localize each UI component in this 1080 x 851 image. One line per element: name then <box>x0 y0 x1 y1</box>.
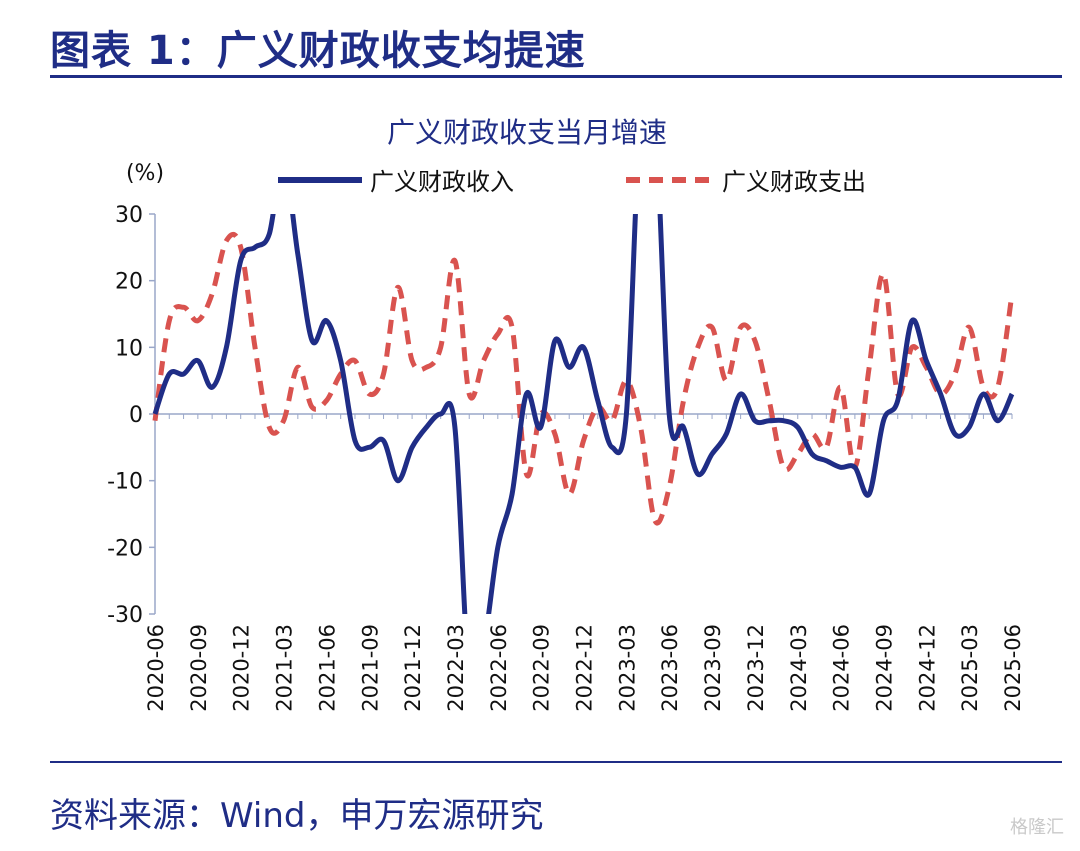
x-tick-label: 2021-06 <box>315 624 339 712</box>
y-tick-label: 10 <box>115 336 143 361</box>
bottom-divider <box>50 761 1062 763</box>
x-tick-label: 2024-12 <box>915 624 939 712</box>
source-note: 资料来源：Wind，申万宏源研究 <box>50 796 544 836</box>
x-tick-label: 2022-12 <box>573 624 597 712</box>
series-layer <box>152 214 1015 614</box>
x-tick-label: 2023-06 <box>658 624 682 712</box>
y-tick-label: 20 <box>115 270 143 295</box>
series-line-income <box>152 214 1015 614</box>
x-tick-label: 2020-06 <box>144 624 168 712</box>
x-axis: 2020-06 2020-09 2020-12 2021-03 2021-06 2021-… <box>144 413 1025 712</box>
chart-title: 广义财政收支当月增速 <box>387 116 667 149</box>
y-tick-label: -10 <box>107 470 143 495</box>
x-tick-label: 2024-09 <box>872 624 896 712</box>
x-tick-label: 2021-12 <box>401 624 425 712</box>
legend-label-expenditure: 广义财政支出 <box>722 168 866 196</box>
x-tick-label: 2023-03 <box>615 624 639 712</box>
y-tick-label: -30 <box>107 603 143 628</box>
x-tick-label: 2025-06 <box>1001 624 1025 712</box>
x-tick-label: 2021-03 <box>273 624 297 712</box>
x-tick-label: 2022-03 <box>444 624 468 712</box>
watermark: 格隆汇 <box>1010 817 1064 838</box>
x-tick-label: 2022-09 <box>530 624 554 712</box>
series-line-expenditure <box>152 231 1015 526</box>
top-divider <box>50 75 1062 78</box>
x-tick-label: 2024-03 <box>787 624 811 712</box>
x-tick-label: 2020-09 <box>187 624 211 712</box>
x-tick-label: 2022-06 <box>487 624 511 712</box>
legend-label-income: 广义财政收入 <box>370 168 514 196</box>
y-tick-label: 0 <box>129 403 143 428</box>
y-tick-label: 30 <box>115 203 143 228</box>
y-tick-label: -20 <box>107 536 143 561</box>
y-axis: 30 20 10 0 -10 -20 -30 <box>107 203 156 628</box>
x-tick-label: 2024-06 <box>830 624 854 712</box>
x-tick-label: 2023-12 <box>744 624 768 712</box>
legend: 广义财政收入 广义财政支出 <box>278 168 866 196</box>
x-tick-label: 2020-12 <box>230 624 254 712</box>
x-tick-label: 2021-09 <box>358 624 382 712</box>
x-tick-label: 2025-03 <box>958 624 982 712</box>
figure-title: 图表 1：广义财政收支均提速 <box>50 28 586 74</box>
y-axis-unit: (%) <box>126 161 164 186</box>
x-tick-label: 2023-09 <box>701 624 725 712</box>
